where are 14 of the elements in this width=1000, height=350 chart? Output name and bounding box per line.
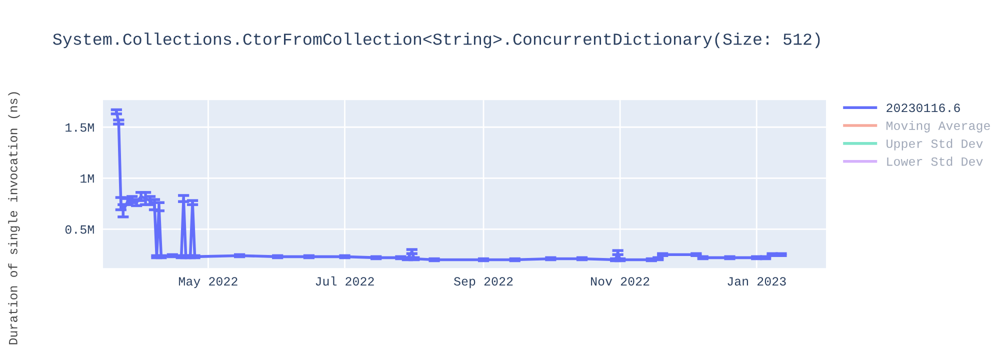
x-tick-label: Jan 2023 (728, 277, 786, 286)
chart-title: System.Collections.CtorFromCollection<String>.ConcurrentDictionary(Size: 512) (53, 32, 820, 48)
legend-label: Lower Std Dev (887, 156, 983, 166)
x-tick-label: Sep 2022 (454, 277, 513, 288)
y-tick-label: 1.5M (66, 123, 94, 132)
legend-label: 20230116.6 (886, 104, 960, 112)
y-tick-label: 1M (80, 174, 94, 183)
x-tick-label: Nov 2022 (591, 277, 650, 286)
x-tick-label: Jul 2022 (316, 276, 374, 286)
y-tick-label: 0.5M (65, 225, 94, 234)
legend-label: Upper Std Dev (886, 138, 983, 150)
legend-label: Moving Average (886, 120, 990, 132)
x-tick-label: May 2022 (178, 277, 238, 288)
y-axis-title: Duration of single invocation (ns) (8, 92, 20, 344)
